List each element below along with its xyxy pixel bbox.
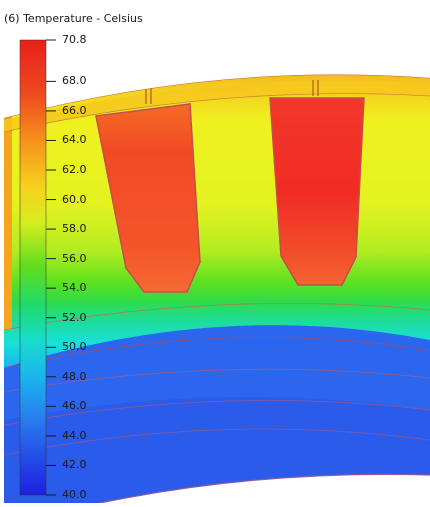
inner-arc (4, 93, 430, 133)
legend-tick-label: 44.0 (62, 428, 87, 442)
legend-tick-marks (46, 39, 56, 496)
legend-tick-label: 66.0 (62, 103, 87, 117)
legend-tick-label: 58.0 (62, 222, 87, 236)
left-rim (4, 110, 12, 330)
legend-colorbar (19, 39, 47, 496)
legend-tick-label: 62.0 (62, 163, 87, 176)
legend-tick-label: 42.0 (62, 458, 87, 472)
legend-tick-label: 46.0 (62, 399, 87, 413)
legend-tick-label: 70.8 (62, 33, 87, 46)
boundary-line-2 (4, 337, 430, 369)
legend-tick-label: 64.0 (62, 133, 87, 147)
slot-left (95, 103, 201, 293)
legend-title: (6) Temperature - Celsius (4, 12, 143, 25)
legend-tick-label: 54.0 (62, 281, 87, 295)
slot-right (269, 97, 365, 286)
boundary-line-5 (4, 428, 430, 456)
boundary-line-3 (4, 368, 430, 393)
boundary-line-4 (4, 399, 430, 426)
legend-tick-label: 48.0 (62, 369, 87, 383)
boundary-line-1 (4, 302, 430, 331)
legend-tick-label: 52.0 (62, 310, 87, 324)
legend-tick-label: 68.0 (62, 74, 87, 88)
legend-tick-label: 50.0 (62, 340, 87, 354)
legend-tick-label: 60.0 (62, 192, 87, 206)
outer-arc (4, 74, 430, 119)
air-gap-edge (99, 473, 430, 503)
thermal-body (4, 74, 430, 503)
legend-tick-label: 56.0 (62, 251, 87, 265)
air-gap (100, 474, 430, 503)
legend-tick-label: 40.0 (62, 488, 87, 501)
